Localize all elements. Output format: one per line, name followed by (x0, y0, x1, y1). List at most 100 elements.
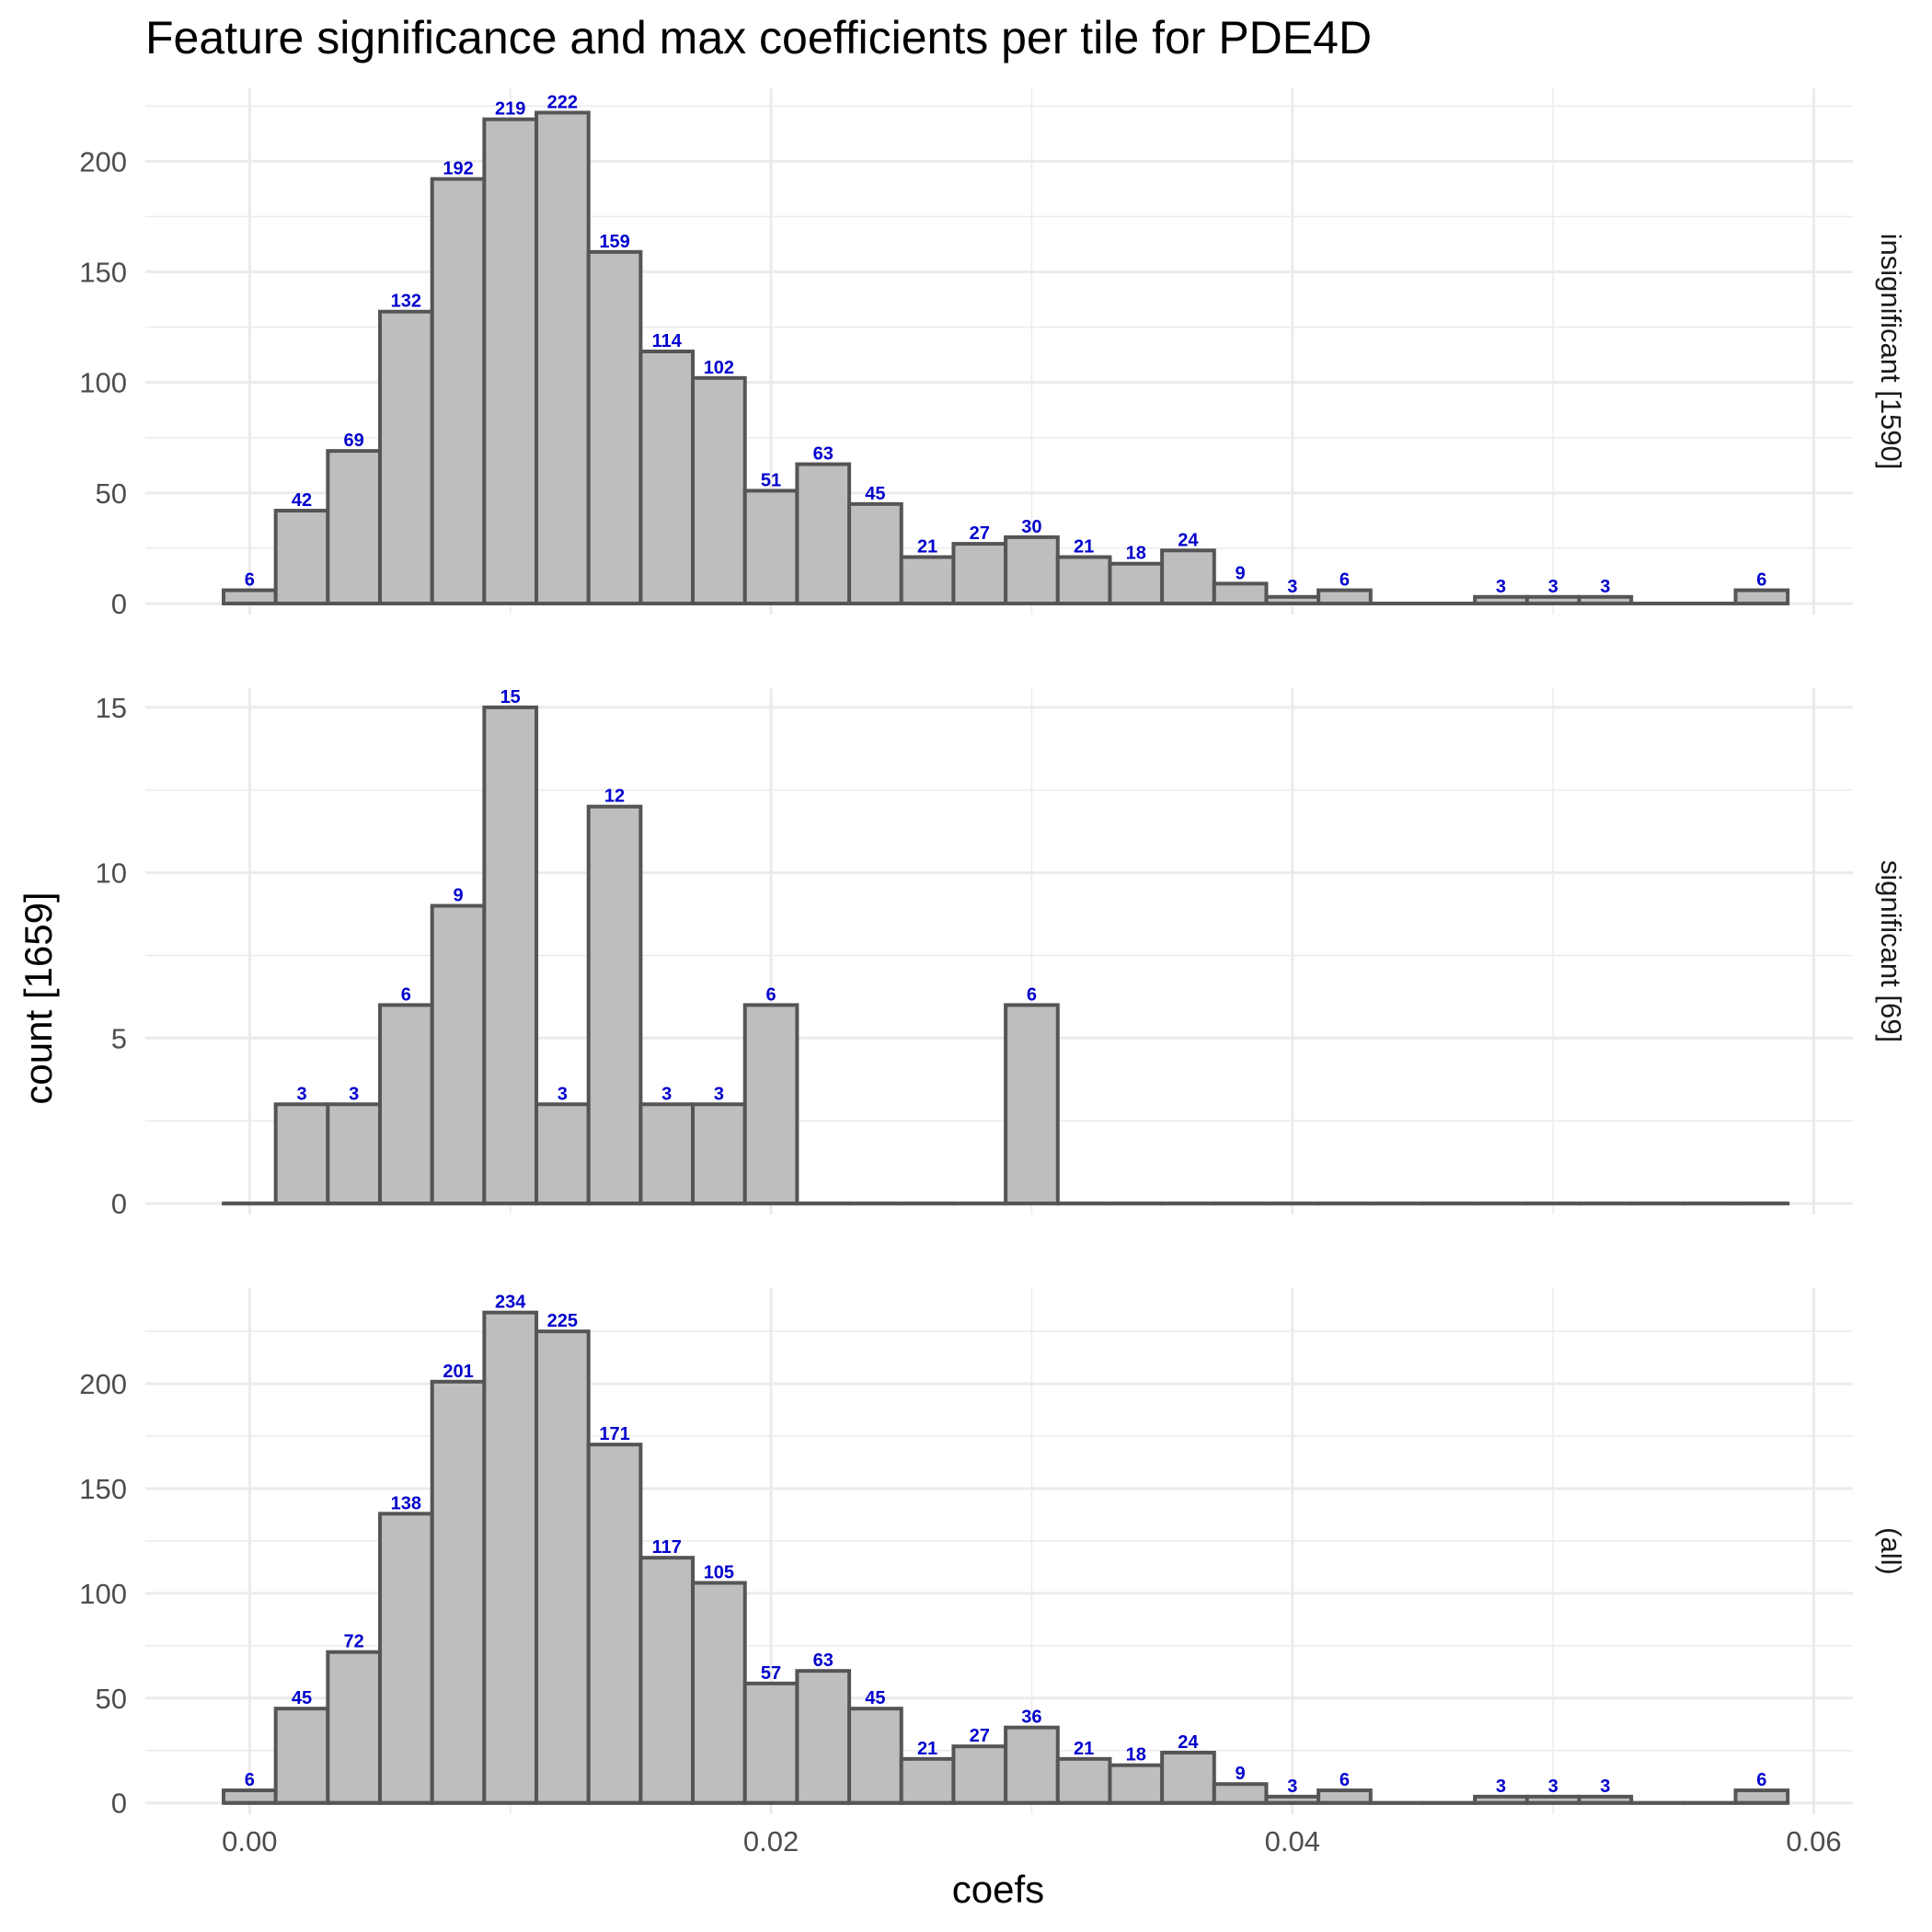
bar-count-label: 69 (344, 431, 364, 451)
histogram-bar (586, 804, 643, 1206)
histogram-bar (899, 555, 956, 605)
bar-count-label: 3 (714, 1084, 724, 1104)
histogram-bar (795, 462, 852, 605)
y-tick-label: 10 (96, 857, 127, 890)
histogram-bar (586, 1443, 643, 1805)
bar-count-label: 45 (292, 1688, 312, 1708)
histogram-bar (273, 509, 330, 605)
histogram-bar (951, 1744, 1008, 1805)
bar-count-label: 21 (1074, 537, 1094, 558)
bar-count-label: 51 (761, 470, 781, 490)
histogram-bar (586, 249, 643, 605)
histogram-bar (638, 1102, 696, 1206)
histogram-bar (1317, 1788, 1373, 1805)
bar-count-label: 18 (1126, 1745, 1146, 1765)
histogram-bar (1317, 588, 1373, 605)
y-axis-title: count [1659] (17, 891, 60, 1104)
bar-count-label: 234 (495, 1293, 526, 1313)
bar-count-label: 3 (349, 1084, 359, 1104)
histogram-bar (273, 1102, 330, 1206)
histogram-bar (899, 1756, 956, 1805)
bar-count-label: 3 (296, 1084, 306, 1104)
y-tick-label: 50 (96, 477, 127, 510)
facet-strip-label: significant [69] (1875, 860, 1907, 1042)
histogram-bar (795, 1669, 852, 1805)
facet-panel-2: 0 5 10 15 3 3 6 9 15 3 12 3 3 6 6 significant [69] (96, 687, 1907, 1220)
bar-count-label: 225 (547, 1311, 578, 1331)
histogram-bar (1160, 1751, 1216, 1805)
histogram-bar (378, 1003, 434, 1206)
bar-count-label: 3 (1287, 1777, 1297, 1797)
x-tick-label: 0.02 (743, 1825, 799, 1857)
bar-count-label: 12 (604, 787, 625, 807)
histogram-bar (1055, 555, 1112, 605)
bar-count-label: 18 (1126, 544, 1146, 564)
bar-count-label: 30 (1021, 517, 1041, 537)
bar-count-label: 3 (1600, 577, 1610, 597)
bar-count-label: 36 (1021, 1708, 1041, 1728)
histogram-bar (638, 1556, 696, 1805)
histogram-bar (535, 110, 591, 605)
facet-strip-label: (all) (1875, 1527, 1907, 1575)
histogram-bar (482, 117, 539, 605)
y-tick-label: 200 (79, 145, 127, 178)
facet-strip-label: insignificant [1590] (1875, 234, 1907, 470)
bar-count-label: 114 (652, 331, 683, 351)
y-tick-label: 0 (111, 1188, 127, 1220)
histogram-bar (1733, 588, 1790, 605)
bar-count-label: 105 (704, 1563, 734, 1583)
y-tick-label: 5 (111, 1022, 127, 1054)
histogram-bar (326, 1650, 383, 1805)
y-tick-label: 50 (96, 1683, 127, 1715)
bar-count-label: 192 (443, 159, 473, 179)
histogram-bar (1108, 1763, 1165, 1805)
bar-count-label: 42 (292, 490, 312, 511)
bar-count-label: 27 (970, 1726, 990, 1746)
y-tick-label: 200 (79, 1368, 127, 1400)
histogram-bar (1004, 535, 1060, 605)
bar-count-label: 6 (1027, 984, 1037, 1005)
bar-count-label: 6 (401, 984, 411, 1005)
histogram-bar (638, 350, 696, 605)
bar-count-label: 9 (1236, 1764, 1246, 1784)
bar-count-label: 24 (1178, 530, 1199, 550)
bar-count-label: 6 (1340, 1770, 1350, 1790)
bar-count-label: 3 (1496, 577, 1506, 597)
histogram-bar (1160, 548, 1216, 605)
facet-panel-3: 0 50 100 150 200 6 45 72 138 201 234 225 171 117 105 57… (79, 1288, 1907, 1820)
bar-count-label: 117 (652, 1537, 682, 1558)
y-tick-label: 100 (79, 1578, 127, 1610)
bar-count-label: 45 (865, 484, 885, 504)
histogram-bar (326, 1102, 383, 1206)
bar-count-label: 102 (704, 358, 734, 378)
bar-count-label: 3 (1600, 1777, 1610, 1797)
x-tick-label: 0.00 (222, 1825, 277, 1857)
bar-count-label: 9 (1236, 563, 1246, 583)
bar-count-label: 24 (1178, 1732, 1199, 1753)
bar-count-label: 138 (391, 1493, 421, 1513)
bar-count-label: 3 (558, 1084, 568, 1104)
histogram-bar (691, 1581, 747, 1805)
histogram-bar (535, 1329, 591, 1805)
bar-count-label: 21 (1074, 1739, 1094, 1759)
bar-count-label: 6 (1756, 1770, 1766, 1790)
bar-count-label: 21 (917, 537, 937, 558)
bar-count-label: 6 (1756, 570, 1766, 591)
bar-count-label: 57 (761, 1663, 781, 1684)
y-tick-label: 15 (96, 692, 127, 724)
bar-count-label: 27 (970, 523, 990, 544)
histogram-bar (222, 588, 278, 605)
histogram-bar (951, 542, 1008, 605)
bar-count-label: 201 (443, 1362, 473, 1382)
bar-count-label: 6 (245, 570, 255, 591)
histogram-bar (742, 1003, 799, 1206)
y-tick-label: 0 (111, 1788, 127, 1820)
x-tick-label: 0.04 (1265, 1825, 1320, 1857)
bar-count-label: 3 (1548, 577, 1558, 597)
histogram-bar (482, 705, 539, 1206)
histogram-bar (691, 375, 747, 605)
bar-count-label: 45 (865, 1688, 885, 1708)
